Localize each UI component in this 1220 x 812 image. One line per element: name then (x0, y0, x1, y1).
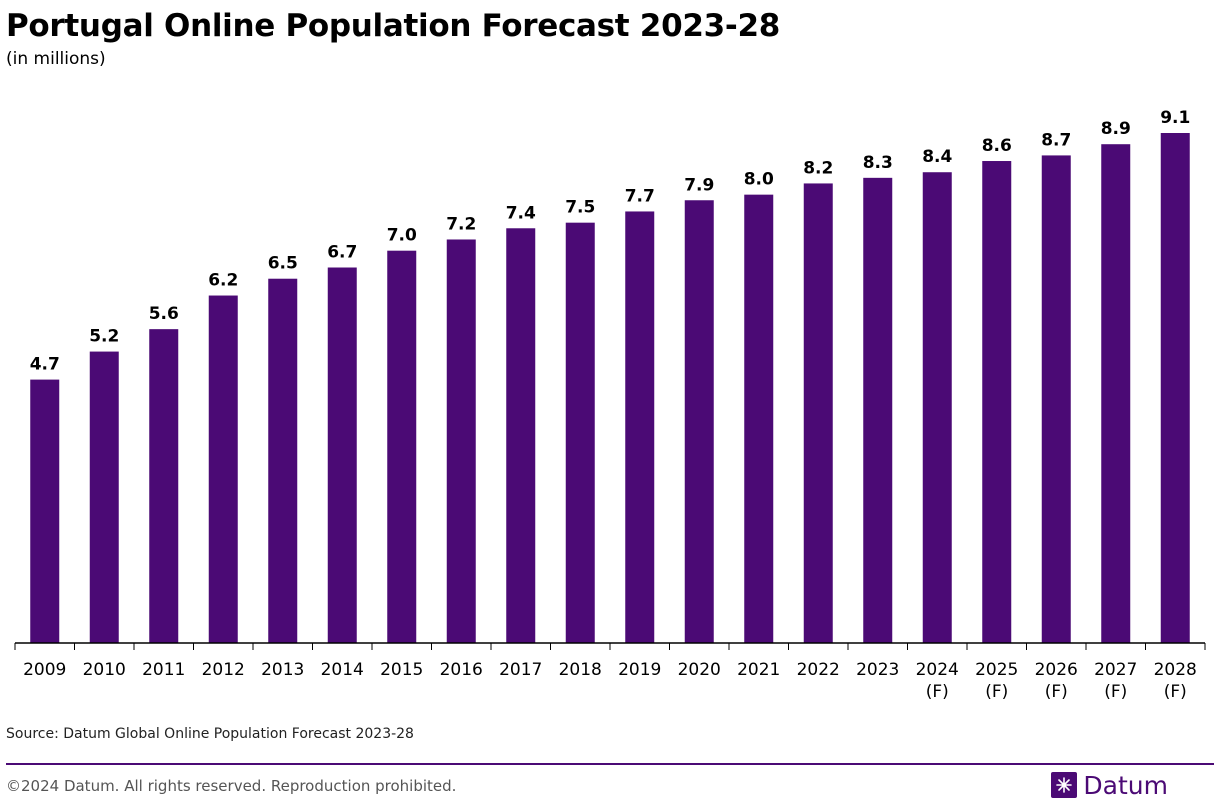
datum-logo-icon (1051, 772, 1078, 798)
bar (565, 222, 595, 643)
data-label: 8.3 (863, 153, 893, 173)
x-tick-label: 2024 (916, 660, 959, 680)
x-tick-label: 2017 (499, 660, 542, 680)
brand-logo: Datum (1051, 770, 1168, 800)
x-tick-label: 2015 (380, 660, 423, 680)
data-label: 8.4 (922, 147, 952, 167)
chart-subtitle: (in millions) (6, 49, 106, 69)
bar (387, 250, 417, 643)
footer-divider (6, 763, 1214, 765)
value-labels-group: 4.7 5.2 5.6 6.2 6.5 6.7 7.0 7.2 7.4 7.5 7.7 7.9 8.0 8… (30, 108, 1191, 375)
bar (89, 351, 119, 643)
bar (268, 278, 298, 643)
data-label: 7.7 (625, 186, 655, 206)
x-tick-label: 2026 (1035, 660, 1078, 680)
data-label: 6.7 (327, 243, 357, 263)
x-tick-label: 2021 (737, 660, 780, 680)
bar (922, 172, 952, 643)
x-tick-label: 2020 (678, 660, 721, 680)
copyright-text: ©2024 Datum. All rights reserved. Reprod… (6, 777, 457, 795)
data-label: 6.5 (268, 254, 298, 274)
bar (446, 239, 476, 643)
bar (149, 329, 179, 643)
bar (1160, 133, 1190, 643)
data-label: 5.6 (149, 304, 179, 324)
bar (684, 200, 714, 643)
x-tick-label: 2013 (261, 660, 304, 680)
x-tick-label-forecast: (F) (985, 682, 1008, 702)
x-axis-ticks-group (14, 643, 1206, 650)
x-tick-label: 2019 (618, 660, 661, 680)
x-tick-label: 2016 (440, 660, 483, 680)
x-tick-label: 2027 (1094, 660, 1137, 680)
brand-name: Datum (1083, 770, 1168, 800)
bar (30, 379, 60, 643)
x-tick-label-forecast: (F) (1045, 682, 1068, 702)
x-tick-label-forecast: (F) (926, 682, 949, 702)
bar (1041, 155, 1071, 643)
bar (1101, 144, 1131, 643)
x-tick-label: 2028 (1154, 660, 1197, 680)
category-labels-group: 2009 2010 2011 2012 2013 2014 2015 2016 2017 2018… (23, 660, 1197, 702)
bar (506, 228, 536, 643)
data-label: 8.7 (1041, 130, 1071, 150)
x-tick-label: 2025 (975, 660, 1018, 680)
data-label: 7.9 (684, 175, 714, 195)
bar (208, 295, 238, 643)
bar (744, 194, 774, 643)
x-tick-label: 2014 (321, 660, 364, 680)
bar (327, 267, 357, 643)
data-label: 7.0 (387, 226, 417, 246)
chart-title: Portugal Online Population Forecast 2023… (6, 8, 780, 44)
x-tick-label: 2010 (83, 660, 126, 680)
data-label: 8.2 (803, 158, 833, 178)
bar (982, 161, 1012, 643)
x-tick-label: 2022 (797, 660, 840, 680)
data-label: 5.2 (89, 327, 119, 347)
source-note: Source: Datum Global Online Population F… (6, 726, 414, 742)
data-label: 6.2 (208, 271, 238, 291)
bar (803, 183, 833, 643)
x-tick-label: 2011 (142, 660, 185, 680)
x-tick-label-forecast: (F) (1164, 682, 1187, 702)
x-tick-label: 2012 (202, 660, 245, 680)
x-tick-label: 2023 (856, 660, 899, 680)
bar (863, 177, 893, 644)
data-label: 7.2 (446, 214, 476, 234)
bar (625, 211, 655, 643)
data-label: 4.7 (30, 355, 60, 375)
data-label: 8.9 (1101, 119, 1131, 139)
data-label: 9.1 (1160, 108, 1190, 128)
bar-chart: 4.7 5.2 5.6 6.2 6.5 6.7 7.0 7.2 7.4 7.5 7.7 7.9 8.0 8… (14, 108, 1206, 702)
bars-group (30, 133, 1190, 644)
x-tick-label: 2018 (559, 660, 602, 680)
x-tick-label: 2009 (23, 660, 66, 680)
data-label: 8.6 (982, 136, 1012, 156)
data-label: 7.5 (565, 198, 595, 218)
data-label: 7.4 (506, 203, 536, 223)
x-tick-label-forecast: (F) (1104, 682, 1127, 702)
data-label: 8.0 (744, 170, 774, 190)
